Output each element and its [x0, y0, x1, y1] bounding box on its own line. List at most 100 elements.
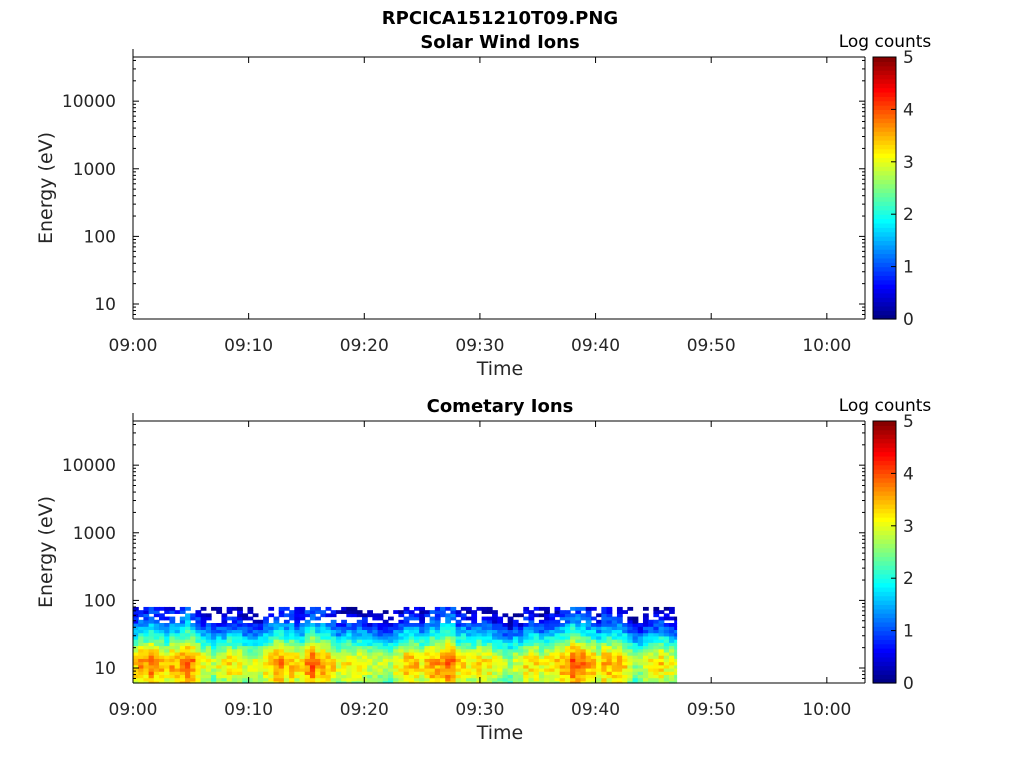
spectrogram-cell — [200, 632, 207, 637]
spectrogram-cell — [382, 645, 389, 650]
spectrogram-cell — [450, 616, 457, 621]
spectrogram-cell — [299, 658, 306, 663]
spectrogram-cell — [549, 623, 556, 627]
spectrogram-cell — [414, 606, 420, 611]
spectrogram-cell — [611, 626, 618, 631]
spectrogram-cell — [143, 623, 150, 627]
spectrogram-cell — [164, 639, 171, 643]
spectrogram-cell — [231, 664, 238, 669]
spectrogram-cell — [153, 635, 160, 640]
colorbar-segment — [873, 634, 896, 640]
spectrogram-cell — [387, 623, 394, 627]
spectrogram-cell — [159, 642, 165, 647]
spectrogram-cell — [382, 642, 389, 647]
spectrogram-cell — [429, 648, 436, 653]
spectrogram-cell — [580, 616, 587, 621]
spectrogram-cell — [179, 626, 186, 631]
spectrogram-cell — [434, 619, 441, 624]
colorbar-tick-label: 2 — [903, 569, 914, 589]
spectrogram-cell — [351, 632, 358, 637]
spectrogram-cell — [242, 629, 249, 634]
spectrogram-cell — [549, 616, 556, 621]
colorbar-segment — [873, 196, 896, 202]
spectrogram-cell — [642, 639, 649, 643]
spectrogram-cell — [528, 626, 535, 631]
spectrogram-cell — [283, 674, 290, 679]
spectrogram-cell — [159, 677, 165, 682]
spectrogram-cell — [481, 642, 488, 647]
spectrogram-cell — [668, 651, 675, 656]
spectrogram-cell — [179, 674, 186, 679]
spectrogram-cell — [492, 667, 498, 672]
spectrogram-cell — [528, 677, 535, 682]
spectrogram-cell — [335, 661, 342, 666]
spectrogram-cell — [434, 677, 441, 682]
spectrogram-cell — [153, 642, 160, 647]
spectrogram-cell — [455, 635, 462, 640]
spectrogram-cell — [601, 619, 608, 624]
spectrogram-cell — [419, 629, 426, 634]
spectrogram-cell — [221, 674, 228, 679]
spectrogram-cell — [335, 623, 342, 627]
spectrogram-cell — [242, 671, 249, 675]
spectrogram-cell — [663, 623, 670, 627]
spectrogram-cell — [320, 661, 327, 666]
spectrogram-cell — [216, 658, 223, 663]
spectrogram-cell — [367, 648, 373, 653]
spectrogram-cell — [414, 626, 420, 631]
spectrogram-cell — [658, 639, 665, 643]
spectrogram-cell — [361, 661, 368, 666]
spectrogram-cell — [273, 629, 280, 634]
spectrogram-cell — [492, 651, 498, 656]
spectrogram-cell — [668, 680, 675, 684]
spectrogram-cell — [299, 648, 306, 653]
spectrogram-cell — [507, 632, 514, 637]
spectrogram-cell — [455, 626, 462, 631]
spectrogram-cell — [356, 677, 363, 682]
spectrogram-cell — [492, 677, 498, 682]
spectrogram-cell — [372, 639, 379, 643]
spectrogram-cell — [190, 677, 197, 682]
spectrogram-cell — [320, 651, 327, 656]
spectrogram-cell — [466, 635, 472, 640]
spectrogram-cell — [403, 635, 410, 640]
colorbar-segment — [873, 214, 896, 220]
spectrogram-cell — [492, 661, 498, 666]
spectrogram-cell — [533, 648, 540, 653]
spectrogram-cell — [164, 616, 171, 621]
spectrogram-cell — [278, 606, 285, 611]
spectrogram-cell — [580, 642, 587, 647]
spectrogram-cell — [637, 671, 644, 675]
spectrogram-cell — [471, 648, 478, 653]
spectrogram-cell — [429, 635, 436, 640]
colorbar-segment — [873, 578, 896, 584]
spectrogram-cell — [622, 610, 628, 614]
spectrogram-cell — [309, 661, 316, 666]
spectrogram-cell — [133, 680, 139, 684]
spectrogram-cell — [429, 677, 436, 682]
spectrogram-cell — [315, 645, 321, 650]
spectrogram-cell — [564, 626, 571, 631]
spectrogram-cell — [190, 642, 197, 647]
spectrogram-cell — [164, 623, 171, 627]
spectrogram-cell — [455, 680, 462, 684]
spectrogram-cell — [398, 635, 405, 640]
spectrogram-cell — [304, 671, 311, 675]
spectrogram-cell — [263, 635, 269, 640]
spectrogram-cell — [414, 677, 420, 682]
spectrogram-cell — [169, 619, 176, 624]
spectrogram-cell — [658, 664, 665, 669]
spectrogram-cell — [403, 606, 410, 611]
spectrogram-cell — [549, 667, 556, 672]
spectrogram-cell — [606, 661, 613, 666]
spectrogram-cell — [403, 661, 410, 666]
spectrogram-cell — [533, 645, 540, 650]
spectrogram-cell — [216, 671, 223, 675]
spectrogram-cell — [497, 664, 504, 669]
spectrogram-cell — [419, 674, 426, 679]
spectrogram-cell — [455, 623, 462, 627]
spectrogram-cell — [226, 623, 233, 627]
x-tick-label: 09:30 — [455, 336, 504, 356]
spectrogram-cell — [533, 655, 540, 659]
colorbar-segment — [873, 148, 896, 154]
